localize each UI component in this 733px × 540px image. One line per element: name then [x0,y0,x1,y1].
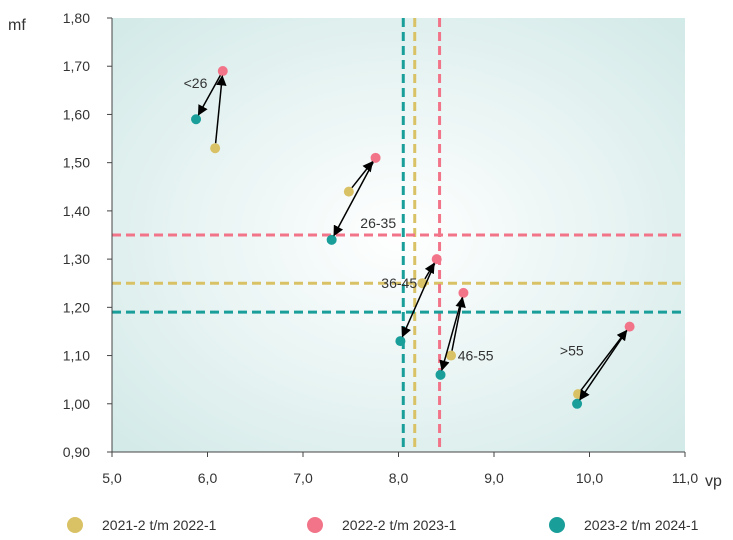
group-label: >55 [560,343,584,359]
legend-label: 2022-2 t/m 2023-1 [342,517,457,533]
y-tick-label: 1,10 [63,348,90,364]
group-label: 36-45 [381,275,417,291]
trend-arrow [439,297,463,372]
x-tick-label: 5,0 [102,470,122,486]
y-axis-title: mf [8,17,26,34]
legend-marker [67,517,83,533]
legend-marker [549,517,565,533]
group-label: 26-35 [360,215,396,231]
x-tick-label: 9,0 [484,470,504,486]
trend-arrow [451,296,466,351]
x-tick-label: 11,0 [672,470,698,486]
legend-label: 2023-2 t/m 2024-1 [584,517,699,533]
y-tick-label: 1,30 [63,251,90,267]
data-point [191,114,202,125]
y-tick-label: 1,70 [63,58,90,74]
y-tick-label: 1,60 [63,106,90,122]
data-point [210,143,221,154]
trend-arrow [351,160,374,189]
legend-label: 2021-2 t/m 2022-1 [102,517,217,533]
data-point [458,287,469,298]
x-tick-label: 8,0 [389,470,409,486]
x-tick-label: 10,0 [576,470,603,486]
y-tick-label: 1,80 [63,10,90,26]
trend-arrow [214,74,227,144]
trend-arrow [580,329,628,391]
trend-arrow [579,330,628,401]
legend: 2021-2 t/m 2022-1 2022-2 t/m 2023-1 2023-2… [67,517,699,533]
trend-arrow [424,262,435,280]
group-label: <26 [184,75,208,91]
data-point [217,66,228,77]
y-tick-label: 1,50 [63,155,90,171]
data-point [431,254,442,265]
data-point [624,321,635,332]
y-tick-label: 0,90 [63,444,90,460]
data-point [395,336,406,347]
y-tick-label: 1,40 [63,203,90,219]
y-tick-label: 1,20 [63,299,90,315]
data-point [326,234,337,245]
data-point [435,369,446,380]
data-point [572,398,583,409]
x-tick-label: 7,0 [293,470,313,486]
group-label: 46-55 [458,348,494,364]
data-point [370,152,381,163]
data-point [343,186,354,197]
trend-arrow [197,75,222,116]
trend-arrow [401,263,436,338]
legend-marker [307,517,323,533]
y-tick-label: 1,00 [63,396,90,412]
trend-arrow [333,161,374,237]
data-point [446,350,457,361]
x-axis-title: vp [705,473,722,490]
x-tick-label: 6,0 [198,470,218,486]
